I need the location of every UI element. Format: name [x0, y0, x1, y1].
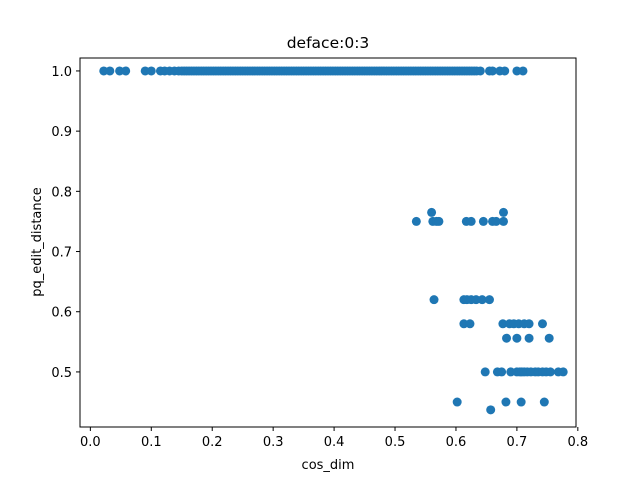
data-point: [121, 66, 131, 76]
y-tick-label: 0.6: [51, 306, 72, 321]
x-tick-label: 0.2: [202, 435, 223, 450]
y-tick-label: 1.0: [51, 65, 72, 80]
data-point: [501, 397, 511, 407]
data-point: [478, 216, 488, 226]
data-point: [524, 319, 534, 329]
data-point: [498, 207, 508, 217]
data-point: [502, 333, 512, 343]
data-point: [452, 397, 462, 407]
data-point: [427, 207, 437, 217]
x-tick-label: 0.7: [507, 435, 528, 450]
data-point: [434, 216, 444, 226]
data-point: [488, 66, 498, 76]
data-point: [498, 319, 508, 329]
data-point: [477, 295, 487, 305]
data-point: [411, 216, 421, 226]
x-tick-label: 0.0: [80, 435, 101, 450]
data-point: [539, 397, 549, 407]
data-point: [475, 66, 485, 76]
x-tick-label: 0.1: [141, 435, 162, 450]
data-point: [512, 333, 522, 343]
data-point: [466, 216, 476, 226]
data-point: [480, 367, 490, 377]
x-tick-label: 0.5: [385, 435, 406, 450]
plot-frame: [79, 57, 577, 428]
data-point: [484, 295, 494, 305]
x-tick-label: 0.6: [446, 435, 467, 450]
data-point: [465, 319, 475, 329]
data-point: [516, 397, 526, 407]
data-point: [500, 66, 510, 76]
data-point: [498, 216, 508, 226]
x-axis-label: cos_dim: [302, 458, 355, 473]
y-axis-label: pq_edit_distance: [30, 187, 45, 297]
data-point: [537, 319, 547, 329]
x-tick-label: 0.8: [567, 435, 588, 450]
data-point: [545, 367, 555, 377]
y-axis-ticks: 0.5 0.6 0.7 0.8 0.9 1.0: [51, 65, 80, 381]
x-axis-ticks: 0.0 0.1 0.2 0.3 0.4 0.5 0.6 0.7 0.8: [80, 427, 588, 450]
data-point: [518, 66, 528, 76]
y-tick-label: 0.5: [51, 366, 72, 381]
y-tick-label: 0.9: [51, 125, 72, 140]
chart-title: deface:0:3: [287, 34, 370, 52]
data-point: [558, 367, 568, 377]
data-point: [544, 333, 554, 343]
data-point: [429, 295, 439, 305]
data-point: [174, 66, 184, 76]
data-point: [146, 66, 156, 76]
data-point: [524, 333, 534, 343]
data-point: [486, 405, 496, 415]
y-tick-label: 0.8: [51, 185, 72, 200]
points-layer: [99, 66, 568, 415]
data-point: [497, 367, 507, 377]
data-point: [105, 66, 115, 76]
x-tick-label: 0.4: [324, 435, 345, 450]
data-point: [491, 216, 501, 226]
y-tick-label: 0.7: [51, 246, 72, 261]
x-tick-label: 0.3: [263, 435, 284, 450]
